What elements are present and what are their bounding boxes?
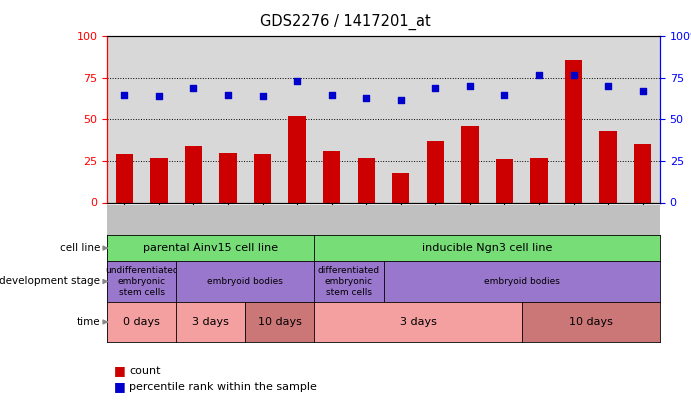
Text: 3 days: 3 days [399,317,437,327]
Bar [530,158,547,202]
Text: 3 days: 3 days [192,317,229,327]
Bar [392,173,409,202]
Text: 10 days: 10 days [258,317,302,327]
Bar [288,116,305,202]
Bar [565,60,582,202]
Bar [426,141,444,202]
Text: embryoid bodies: embryoid bodies [484,277,560,286]
Text: cell line: cell line [60,243,100,253]
Text: inducible Ngn3 cell line: inducible Ngn3 cell line [422,243,552,253]
Point [533,71,545,78]
Bar [461,126,478,202]
Bar [599,131,616,202]
Point [223,92,234,98]
Point [395,96,406,103]
Bar [254,154,271,202]
Point [257,93,268,100]
Text: 0 days: 0 days [123,317,160,327]
Bar [323,151,340,202]
Point [637,88,648,94]
Point [464,83,475,90]
Bar [150,158,167,202]
Bar [495,159,513,202]
Text: GDS2276 / 1417201_at: GDS2276 / 1417201_at [260,14,431,30]
Bar [184,146,202,202]
Point [430,85,441,91]
Text: parental Ainv15 cell line: parental Ainv15 cell line [143,243,278,253]
Text: undifferentiated
embryonic
stem cells: undifferentiated embryonic stem cells [105,266,178,297]
Point [499,92,510,98]
Text: differentiated
embryonic
stem cells: differentiated embryonic stem cells [318,266,380,297]
Bar [357,158,375,202]
Point [568,71,579,78]
Text: embryoid bodies: embryoid bodies [207,277,283,286]
Text: 10 days: 10 days [569,317,613,327]
Bar [115,154,133,202]
Text: percentile rank within the sample: percentile rank within the sample [129,382,317,392]
Text: time: time [77,317,100,327]
Text: ■: ■ [114,380,126,393]
Bar [219,153,236,202]
Point [153,93,164,100]
Text: development stage: development stage [0,277,100,286]
Bar [634,145,651,202]
Text: count: count [129,366,161,375]
Point [119,92,130,98]
Point [603,83,614,90]
Point [292,78,303,85]
Point [188,85,199,91]
Point [361,95,372,101]
Point [326,92,337,98]
Text: ■: ■ [114,364,126,377]
